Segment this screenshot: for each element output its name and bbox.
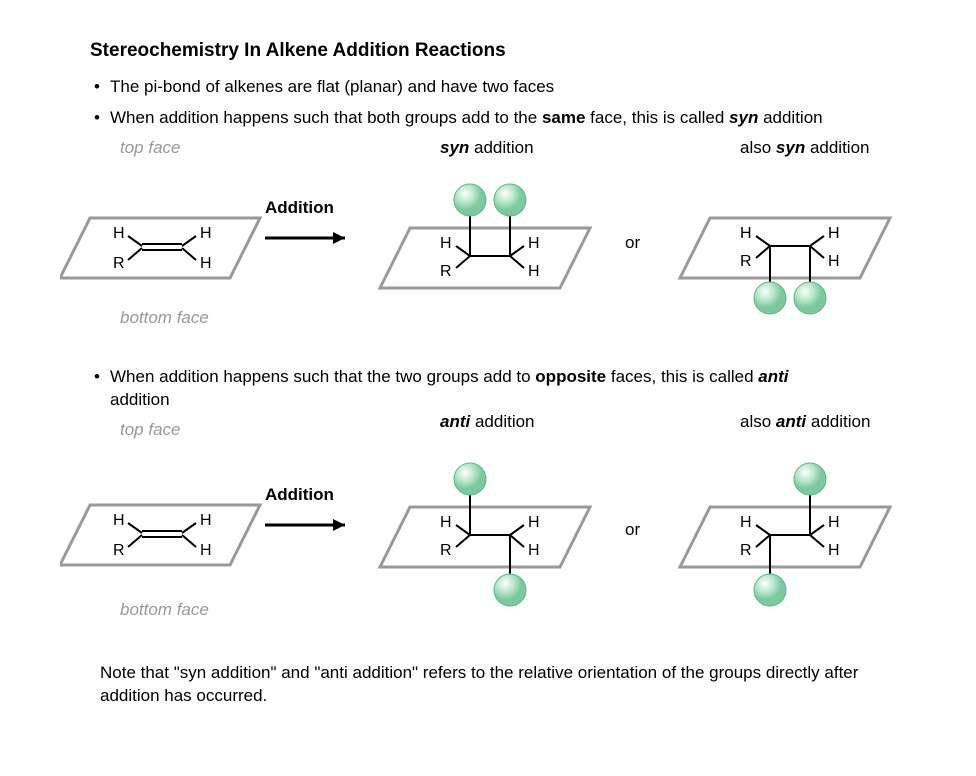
syn-row: top face bottom face syn addition also s…	[60, 138, 916, 358]
anti-addition-word: addition	[470, 412, 534, 431]
also-anti-label: also anti addition	[740, 412, 870, 432]
anti2-svg: H R H H	[670, 442, 910, 612]
b2b: same	[542, 108, 585, 127]
syn-top-product: H R H H	[370, 168, 600, 308]
svg-text:H: H	[828, 225, 840, 242]
svg-text:H: H	[200, 255, 212, 272]
svg-text:H: H	[200, 542, 212, 559]
svg-text:H: H	[440, 514, 452, 531]
svg-text:R: R	[740, 253, 752, 270]
page-title: Stereochemistry In Alkene Addition React…	[90, 40, 916, 62]
syn-bottom-svg: H R H H	[670, 178, 910, 318]
svg-text:R: R	[740, 542, 752, 559]
bullet-3: When addition happens such that the two …	[110, 366, 916, 412]
also-word: also	[740, 138, 776, 157]
b3a: When addition happens such that the two …	[110, 367, 535, 386]
syn-addition-word: addition	[469, 138, 533, 157]
footnote: Note that "syn addition" and "anti addit…	[100, 662, 876, 708]
syn-addition-label: syn addition	[440, 138, 534, 158]
svg-text:H: H	[740, 225, 752, 242]
b2e: addition	[758, 108, 822, 127]
svg-text:H: H	[440, 235, 452, 252]
b2a: When addition happens such that both gro…	[110, 108, 542, 127]
syn-addition-word-2: addition	[805, 138, 869, 157]
also-syn-label: also syn addition	[740, 138, 870, 158]
svg-text:H: H	[113, 225, 125, 242]
b3c: faces, this is called	[606, 367, 758, 386]
svg-text:H: H	[828, 514, 840, 531]
top-face-label-2: top face	[120, 420, 181, 440]
b3d: anti	[758, 367, 788, 386]
b3e: addition	[110, 390, 170, 409]
svg-text:H: H	[828, 253, 840, 270]
anti-row: top face bottom face anti addition also …	[60, 420, 916, 650]
svg-text:H: H	[200, 512, 212, 529]
alkene-start-anti: H R H H	[60, 465, 290, 585]
bottom-face-label-2: bottom face	[120, 600, 209, 620]
alkene-start-syn: H R H H	[60, 178, 290, 298]
svg-text:R: R	[113, 255, 125, 272]
svg-text:H: H	[528, 542, 540, 559]
or-label-1: or	[625, 233, 640, 253]
svg-text:R: R	[113, 542, 125, 559]
syn-word: syn	[440, 138, 469, 157]
syn-word-2: syn	[776, 138, 805, 157]
svg-text:H: H	[528, 263, 540, 280]
b2d: syn	[729, 108, 758, 127]
bullet-2: When addition happens such that both gro…	[110, 107, 916, 130]
plane-svg-2: H R H H	[60, 465, 290, 585]
anti-product-2: H R H H	[670, 442, 900, 612]
svg-text:R: R	[440, 263, 452, 280]
arrow-2	[260, 510, 360, 540]
also-word-2: also	[740, 412, 776, 431]
anti-product-1: H R H H	[370, 442, 600, 612]
svg-text:H: H	[828, 542, 840, 559]
svg-text:H: H	[528, 235, 540, 252]
anti1-svg: H R H H	[370, 442, 610, 612]
b2c: face, this is called	[585, 108, 729, 127]
anti-word-2: anti	[776, 412, 806, 431]
b3b: opposite	[535, 367, 606, 386]
bullet-1: The pi-bond of alkenes are flat (planar)…	[110, 76, 916, 99]
svg-text:H: H	[200, 225, 212, 242]
svg-text:H: H	[113, 512, 125, 529]
plane-svg-1: H R H H	[60, 178, 290, 298]
svg-text:R: R	[440, 542, 452, 559]
or-label-2: or	[625, 520, 640, 540]
arrow-1	[260, 223, 360, 253]
syn-bottom-product: H R H H	[670, 178, 900, 318]
syn-top-svg: H R H H	[370, 168, 610, 308]
anti-addition-label: anti addition	[440, 412, 535, 432]
anti-addition-word-2: addition	[806, 412, 870, 431]
svg-text:H: H	[528, 514, 540, 531]
anti-word: anti	[440, 412, 470, 431]
svg-text:H: H	[740, 514, 752, 531]
bottom-face-label-1: bottom face	[120, 308, 209, 328]
top-face-label-1: top face	[120, 138, 181, 158]
